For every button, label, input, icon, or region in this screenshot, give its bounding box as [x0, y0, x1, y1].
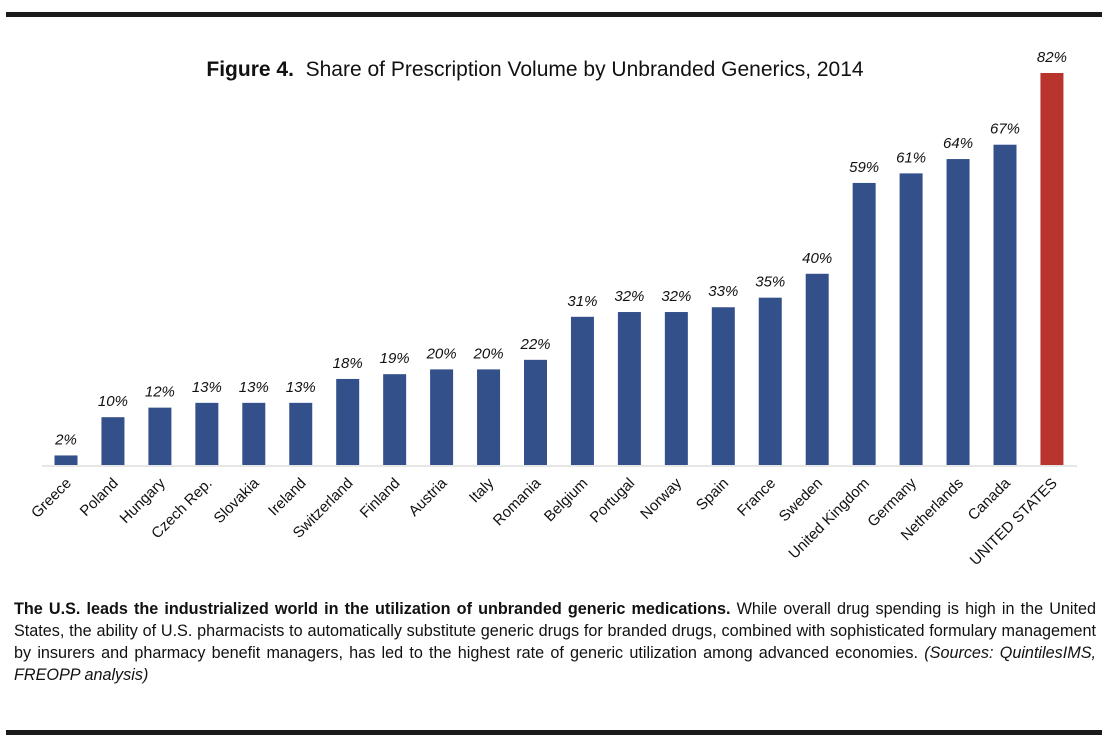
data-labels-group: 2% 10% 12% 13% 13% 13% 18% 19% 20% 20% 22% 31% 32% 32… — [54, 49, 1067, 448]
bars-group — [54, 73, 1064, 466]
chart-title-text: Share of Prescription Volume by Unbrande… — [305, 58, 864, 81]
data-label: 67% — [990, 121, 1020, 138]
bar-finland — [383, 374, 407, 465]
x-tick-label: Italy — [466, 474, 498, 506]
bar-austria — [430, 369, 454, 465]
caption-body: While overall drug spending is high in t… — [14, 600, 1096, 662]
data-label: 82% — [1037, 49, 1067, 66]
x-tick-label: Romania — [490, 474, 545, 529]
data-label: 61% — [896, 149, 926, 166]
caption-lead: The U.S. leads the industrialized world … — [14, 600, 731, 618]
data-label: 13% — [239, 379, 269, 396]
chart-title: Figure 4. Share of Prescription Volume b… — [0, 58, 1070, 82]
data-label: 13% — [286, 379, 316, 396]
x-tick-label: Ireland — [265, 475, 309, 519]
data-label: 18% — [333, 355, 363, 372]
bar-poland — [101, 417, 125, 465]
x-tick-label: Slovakia — [211, 474, 264, 527]
x-tick-label: Finland — [357, 475, 404, 522]
bar-greece — [54, 455, 78, 465]
x-tick-label: Spain — [693, 475, 732, 514]
bar-belgium — [570, 316, 594, 465]
bar-switzerland — [336, 378, 360, 465]
data-label: 2% — [54, 431, 77, 448]
x-tick-label: Belgium — [541, 475, 591, 525]
figure-caption: The U.S. leads the industrialized world … — [14, 598, 1096, 686]
data-label: 35% — [755, 274, 785, 291]
bar-united-states — [1040, 73, 1064, 465]
bar-hungary — [148, 407, 172, 465]
x-tick-label: Austria — [405, 474, 450, 519]
bar-netherlands — [946, 159, 970, 466]
bar-portugal — [617, 312, 641, 465]
bar-united-kingdom — [852, 182, 876, 465]
data-label: 22% — [519, 336, 550, 353]
data-label: 32% — [614, 288, 644, 305]
bar-norway — [664, 312, 688, 465]
caption-sources: (Sources: QuintilesIMS, FREOPP analysis) — [14, 644, 1097, 684]
bar-france — [758, 297, 782, 465]
bar-germany — [899, 173, 923, 465]
data-label: 10% — [98, 393, 128, 410]
bar-slovakia — [242, 402, 266, 465]
bar-chart: 2% 10% 12% 13% 13% 13% 18% 19% 20% 20% 22% 31% 32% 32… — [28, 49, 1077, 569]
bar-romania — [524, 359, 547, 465]
data-label: 12% — [145, 384, 175, 401]
x-tick-label: Norway — [637, 474, 685, 522]
data-label: 59% — [849, 159, 879, 176]
data-label: 20% — [426, 345, 457, 362]
x-tick-label: Poland — [77, 475, 122, 520]
data-label: 13% — [192, 379, 222, 396]
data-label: 20% — [473, 345, 504, 362]
bottom-rule — [6, 730, 1102, 735]
data-label: 64% — [943, 135, 973, 152]
x-tick-label: Greece — [28, 475, 75, 522]
bar-spain — [711, 307, 735, 465]
x-tick-label: Portugal — [587, 475, 639, 527]
figure-number: Figure 4. — [206, 58, 294, 81]
bar-ireland — [289, 402, 313, 465]
data-label: 40% — [802, 250, 832, 267]
bar-czech-rep — [195, 402, 219, 465]
x-tick-label: United Kingdom — [785, 475, 872, 562]
bar-italy — [477, 369, 501, 465]
data-label: 31% — [567, 293, 597, 310]
x-tick-label: UNITED STATES — [967, 475, 1061, 569]
bar-sweden — [805, 273, 829, 465]
bar-canada — [993, 144, 1017, 465]
data-label: 33% — [708, 283, 738, 300]
x-tick-label: France — [734, 475, 779, 520]
data-label: 32% — [661, 288, 691, 305]
data-label: 19% — [380, 350, 410, 367]
top-rule — [6, 12, 1102, 17]
